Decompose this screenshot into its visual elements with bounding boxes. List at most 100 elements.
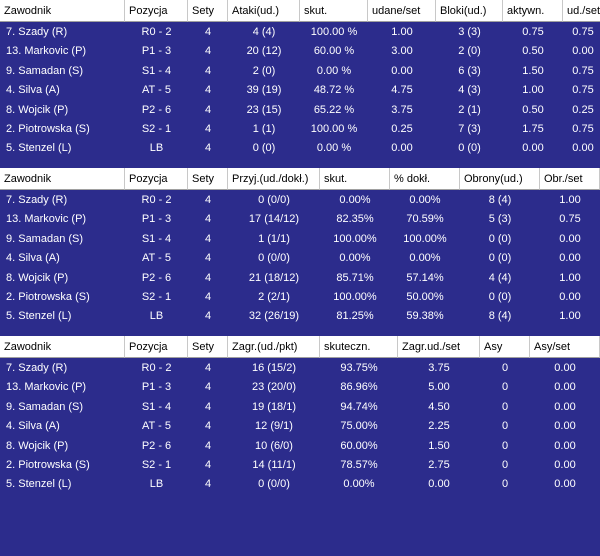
column-header[interactable]: skut. — [320, 168, 390, 190]
stat-cell: 0.00 — [522, 142, 544, 155]
stat-cell: 1.75 — [522, 123, 544, 135]
stat-cell: 20 (12) — [246, 45, 282, 58]
player-name: 9. Samadan (S) — [6, 400, 84, 413]
column-header[interactable]: aktywn. — [503, 0, 563, 22]
stat-cell: 4 — [204, 232, 212, 245]
player-name: 8. Wojcik (P) — [6, 103, 69, 116]
stat-cell: LB — [149, 142, 164, 155]
player-name: 4. Silva (A) — [6, 420, 60, 433]
stat-cell: 0 — [501, 478, 509, 491]
column-header[interactable]: Pozycja — [125, 0, 188, 22]
column-header[interactable]: Sety — [188, 336, 228, 358]
stat-cell: 0 (0) — [458, 142, 481, 155]
stat-cell: 2.75 — [428, 459, 450, 471]
column-header[interactable]: Pozycja — [125, 336, 188, 358]
player-name: 2. Piotrowska (S) — [6, 459, 90, 471]
stat-cell: S2 - 1 — [141, 459, 172, 471]
player-name: 13. Markovic (P) — [6, 213, 87, 226]
player-name: 5. Stenzel (L) — [6, 310, 72, 323]
stat-cell: 60.00 % — [313, 45, 355, 58]
stat-cell: 2 (1) — [458, 103, 481, 116]
stat-cell: 0.00 — [428, 478, 450, 491]
stat-cell: 7 (3) — [458, 123, 481, 135]
stat-cell: R0 - 2 — [141, 362, 172, 374]
stat-cell: 0.00 — [554, 478, 576, 491]
stat-cell: 2 (0) — [252, 64, 276, 77]
stat-cell: P2 - 6 — [141, 439, 172, 452]
stat-cell: 1 (1/1) — [258, 232, 290, 245]
stat-cell: 1.00 — [559, 194, 581, 206]
stat-cell: 81.25% — [336, 310, 374, 323]
stat-cell: 1.50 — [522, 64, 544, 77]
stat-cell: 75.00% — [340, 420, 378, 433]
stat-cell: 0 — [501, 459, 509, 471]
stat-cell: 8 (4) — [488, 310, 512, 323]
stat-cell: R0 - 2 — [141, 194, 172, 206]
stat-cell: 0 (0) — [488, 252, 512, 265]
stat-cell: 2.25 — [428, 420, 450, 433]
stat-cell: 0 — [501, 439, 509, 452]
player-name: 2. Piotrowska (S) — [6, 123, 90, 135]
column-header[interactable]: udane/set — [368, 0, 436, 22]
stat-cell: 16 (15/2) — [251, 362, 297, 374]
stat-cell: 17 (14/12) — [248, 213, 300, 226]
stat-cell: 5 (3) — [488, 213, 512, 226]
stat-cell: 10 (6/0) — [255, 439, 293, 452]
column-header[interactable]: Asy — [480, 336, 530, 358]
player-name: 5. Stenzel (L) — [6, 142, 72, 155]
column-header[interactable]: Asy/set — [530, 336, 600, 358]
stat-cell: 100.00 % — [310, 123, 358, 135]
stat-cell: 100.00% — [403, 232, 447, 245]
stat-cell: 4 — [204, 123, 212, 135]
stat-cell: 0 (0) — [252, 142, 276, 155]
player-name: 13. Markovic (P) — [6, 45, 87, 58]
column-header[interactable]: Sety — [188, 0, 228, 22]
stat-cell: 0.75 — [572, 123, 594, 135]
stat-cell: 2 (2/1) — [258, 291, 290, 303]
column-header[interactable]: ud./set — [563, 0, 600, 22]
stat-cell: 0.75 — [572, 64, 594, 77]
stat-cell: 59.38% — [406, 310, 444, 323]
stat-cell: 23 (20/0) — [251, 381, 297, 394]
stat-cell: 0.00% — [339, 194, 371, 206]
stat-cell: 100.00 % — [310, 26, 358, 38]
stat-cell: 32 (26/19) — [248, 310, 300, 323]
column-header[interactable]: skuteczn. — [320, 336, 398, 358]
player-name: 5. Stenzel (L) — [6, 478, 72, 491]
stat-cell: 1 (1) — [252, 123, 276, 135]
column-header[interactable]: Zagr.(ud./pkt) — [228, 336, 320, 358]
column-header[interactable]: skut. — [300, 0, 368, 22]
stat-cell: 4 (4) — [488, 271, 512, 284]
player-name: 9. Samadan (S) — [6, 232, 84, 245]
stat-cell: 100.00% — [333, 232, 377, 245]
column-header[interactable]: Zagr.ud./set — [398, 336, 480, 358]
column-header[interactable]: Przyj.(ud./dokł.) — [228, 168, 320, 190]
stat-cell: 0.00 — [554, 439, 576, 452]
stat-cell: S1 - 4 — [141, 400, 172, 413]
stat-cell: 0 — [501, 362, 509, 374]
column-header[interactable]: Ataki(ud.) — [228, 0, 300, 22]
column-header[interactable]: Zawodnik — [0, 0, 125, 22]
column-header[interactable]: Obrony(ud.) — [460, 168, 540, 190]
column-header[interactable]: Sety — [188, 168, 228, 190]
stat-cell: 65.22 % — [313, 103, 355, 116]
column-header[interactable]: % dokł. — [390, 168, 460, 190]
column-header[interactable]: Bloki(ud.) — [436, 0, 503, 22]
stat-cell: 4 — [204, 103, 212, 116]
stat-cell: 1.00 — [559, 310, 581, 323]
stat-cell: 1.00 — [522, 84, 544, 97]
stat-cell: 0 (0/0) — [258, 478, 290, 491]
stat-cell: 85.71% — [336, 271, 374, 284]
stat-cell: 0.00 — [559, 252, 581, 265]
stat-cell: 0 — [501, 400, 509, 413]
column-header[interactable]: Zawodnik — [0, 168, 125, 190]
stat-cell: 4 — [204, 252, 212, 265]
column-header[interactable]: Pozycja — [125, 168, 188, 190]
stat-cell: 4 — [204, 26, 212, 38]
stat-cell: S2 - 1 — [141, 123, 172, 135]
column-header[interactable]: Obr./set — [540, 168, 600, 190]
column-header[interactable]: Zawodnik — [0, 336, 125, 358]
stat-cell: 0.00% — [339, 252, 371, 265]
stat-cell: 23 (15) — [246, 103, 282, 116]
stat-cell: 6 (3) — [458, 64, 481, 77]
